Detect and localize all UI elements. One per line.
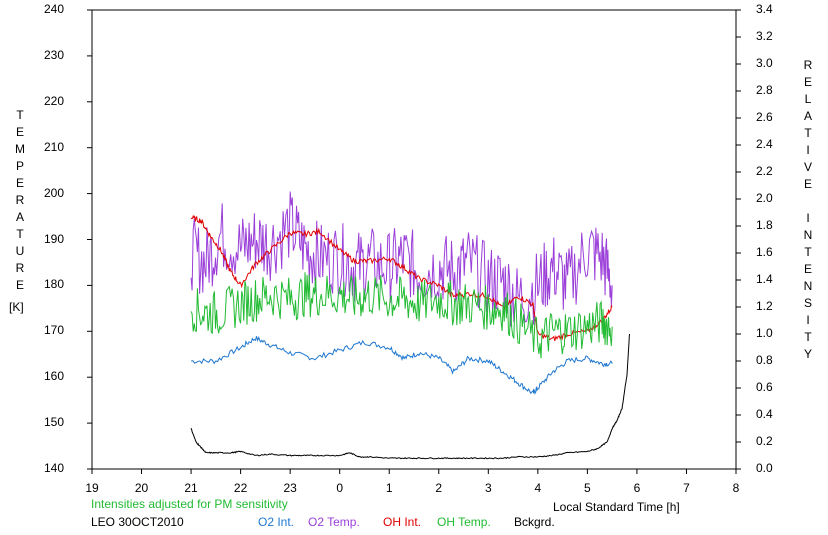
x-tick-label: 7 (683, 481, 690, 495)
right-tick-label: 1.8 (756, 218, 773, 232)
x-tick-label: 8 (732, 481, 740, 495)
x-tick-label: 21 (184, 481, 198, 495)
x-tick-label: 4 (534, 481, 542, 495)
y-axis-unit-left: [K] (9, 300, 24, 314)
axis-ticks (87, 9, 741, 474)
x-tick-label: 23 (283, 481, 297, 495)
series-line-oh-temp (190, 272, 613, 359)
left-tick-label: 220 (43, 93, 64, 108)
right-tick-label: 3.2 (756, 29, 773, 43)
right-tick-label: 0.2 (756, 434, 773, 448)
right-tick-label: 0.6 (756, 380, 773, 394)
station-label: LEO 30OCT2010 (91, 515, 184, 529)
x-tick-label: 3 (484, 481, 492, 495)
series-line-bckgrd (190, 333, 630, 460)
series-line-o2-temp (190, 191, 613, 327)
left-tick-label: 170 (43, 323, 64, 338)
legend-item: OH Temp. (437, 515, 491, 529)
x-tick-label: 6 (633, 481, 641, 495)
x-tick-label: 5 (584, 481, 591, 495)
x-tick-label: 1 (385, 481, 393, 495)
right-tick-label: 3.0 (756, 56, 773, 70)
right-tick-label: 0.0 (756, 461, 773, 475)
left-tick-label: 160 (43, 369, 64, 384)
x-tick-label: 0 (336, 481, 344, 495)
left-tick-label: 200 (43, 185, 64, 200)
right-tick-label: 1.2 (756, 299, 773, 313)
left-tick-label: 140 (43, 461, 64, 475)
series-line-oh-int (190, 214, 613, 342)
right-tick-label: 0.4 (756, 407, 773, 421)
x-axis-label: Local Standard Time [h] (553, 500, 680, 514)
right-tick-label: 1.6 (756, 245, 773, 259)
series-line-o2-int (190, 335, 613, 396)
left-tick-label: 240 (43, 2, 64, 16)
legend-item: Bckgrd. (514, 515, 555, 529)
left-tick-label: 150 (43, 415, 64, 430)
right-tick-label: 2.8 (756, 83, 773, 97)
left-tick-label: 210 (43, 139, 64, 154)
x-tick-label: 2 (435, 481, 443, 495)
legend-item: O2 Int. (258, 515, 295, 529)
right-tick-label: 2.2 (756, 164, 773, 178)
right-tick-label: 2.4 (756, 137, 773, 151)
sensitivity-note: Intensities adjusted for PM sensitivity (91, 497, 288, 511)
plot-frame (91, 9, 737, 470)
right-tick-label: 3.4 (756, 2, 773, 16)
left-tick-label: 190 (43, 231, 64, 246)
x-tick-label: 20 (134, 481, 149, 495)
x-tick-label: 19 (85, 481, 99, 495)
right-tick-label: 0.8 (756, 353, 773, 367)
left-tick-label: 230 (43, 47, 64, 62)
right-tick-label: 1.0 (756, 326, 773, 340)
legend-item: O2 Temp. (308, 515, 360, 529)
series-lines (190, 191, 630, 460)
right-tick-label: 2.6 (756, 110, 773, 124)
x-tick-label: 22 (233, 481, 248, 495)
right-tick-label: 1.4 (756, 272, 773, 286)
right-tick-label: 2.0 (756, 191, 773, 205)
left-tick-label: 180 (43, 277, 64, 292)
legend-item: OH Int. (383, 515, 422, 529)
